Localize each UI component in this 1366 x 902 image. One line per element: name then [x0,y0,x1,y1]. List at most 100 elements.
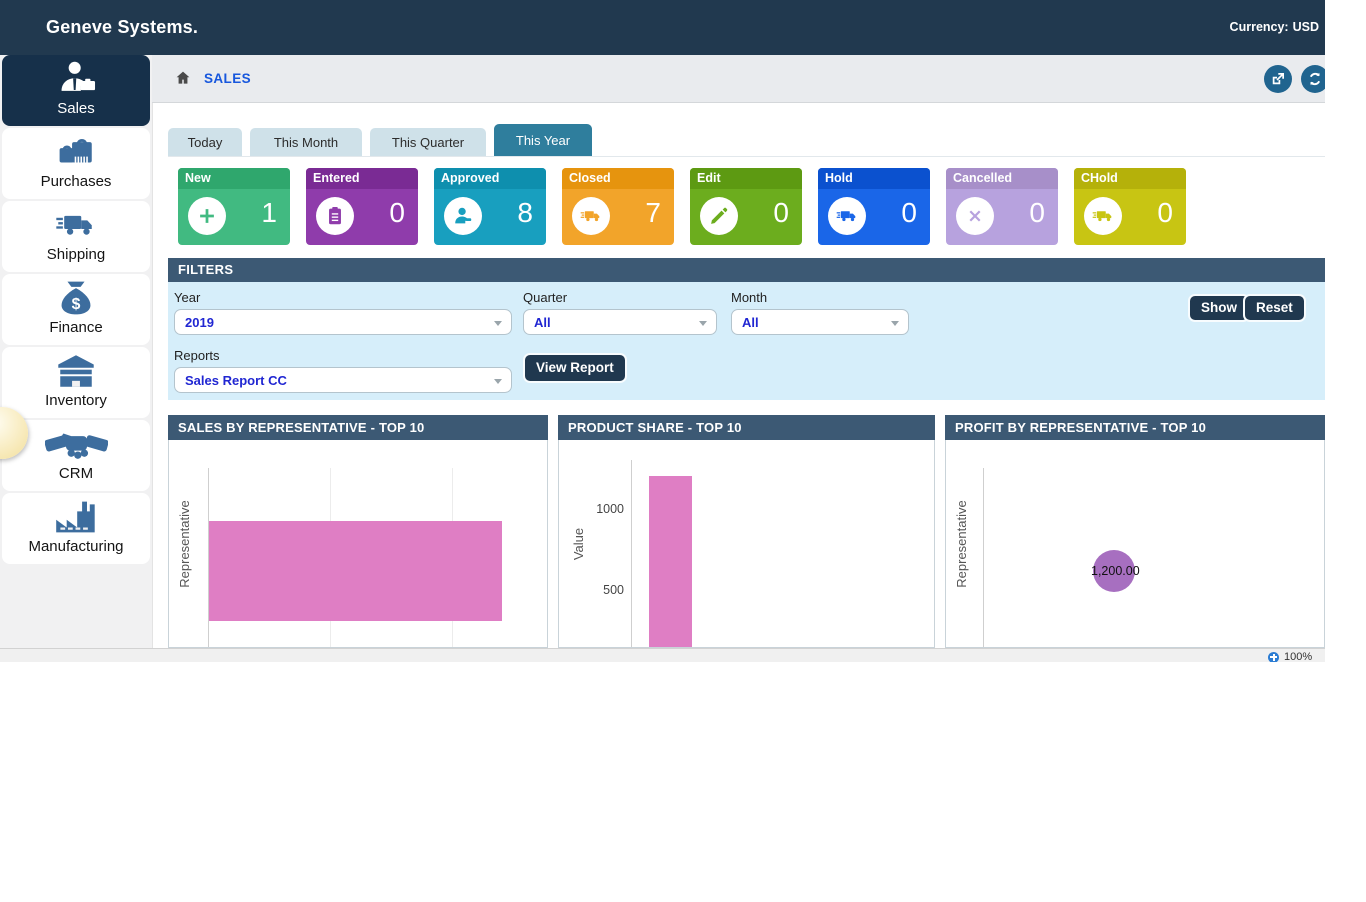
year-label: Year [174,290,201,305]
status-card-body: 0 [818,189,930,245]
status-card-label: CHold [1074,168,1186,189]
sidebar-item-label: CRM [58,465,94,482]
status-card-hold[interactable]: Hold 0 [818,168,930,245]
chart-panel-profit-by-representative: PROFIT BY REPRESENTATIVE - TOP 10 Repres… [945,415,1325,648]
sidebar-item-label: Purchases [40,173,112,190]
plus-icon [188,197,226,235]
profit-bubble[interactable] [1093,550,1135,592]
status-card-label: Cancelled [946,168,1058,189]
status-card-value: 8 [517,197,533,228]
y-axis-tick: 1000 [596,502,624,516]
zoom-icon [1268,651,1279,662]
status-card-value: 0 [773,197,789,228]
x-icon [956,197,994,235]
y-axis-tick: 500 [603,583,624,597]
sales-bar[interactable] [209,521,502,621]
status-card-new[interactable]: New 1 [178,168,290,245]
chevron-down-icon [891,321,899,326]
top-header: Geneve Systems. Currency: USD [0,0,1325,55]
month-dropdown-value: All [742,315,759,330]
refresh-button[interactable] [1301,65,1325,93]
status-card-body: 0 [1074,189,1186,245]
clipboard-icon [316,197,354,235]
status-card-entered[interactable]: Entered 0 [306,168,418,245]
warehouse-icon [2,350,150,392]
status-card-body: 0 [946,189,1058,245]
chevron-down-icon [494,321,502,326]
status-card-value: 0 [1157,197,1173,228]
time-range-tabs: Today This Month This Quarter This Year [168,124,592,157]
sidebar-item-inventory[interactable]: Inventory [2,347,150,418]
home-icon[interactable] [174,69,192,87]
status-card-value: 1 [261,197,277,228]
reports-dropdown-value: Sales Report CC [185,373,287,388]
sidebar-item-finance[interactable]: $ Finance [2,274,150,345]
status-card-label: Entered [306,168,418,189]
status-card-edit[interactable]: Edit 0 [690,168,802,245]
browser-status-bar: 100% [0,648,1325,662]
zoom-level: 100% [1284,651,1313,662]
y-axis-label: Value [571,527,586,560]
status-cards-row: New 1 Entered 0 Approved 8 Closed 7 Edit 0 Hold 0 Ca… [178,168,1186,245]
tabs-underline [168,156,1325,157]
truck-icon [2,204,150,246]
sidebar-item-label: Shipping [46,246,106,263]
status-card-closed[interactable]: Closed 7 [562,168,674,245]
app-title: Geneve Systems. [46,17,199,37]
month-dropdown[interactable]: All [731,309,909,335]
reset-button[interactable]: Reset [1243,294,1306,322]
chevron-down-icon [494,379,502,384]
sidebar-item-manufacturing[interactable]: Manufacturing [2,493,150,564]
show-button[interactable]: Show [1188,294,1250,322]
status-card-chold[interactable]: CHold 0 [1074,168,1186,245]
tab-today[interactable]: Today [168,128,242,157]
y-axis-line [208,468,209,647]
year-dropdown[interactable]: 2019 [174,309,512,335]
tab-this-year[interactable]: This Year [494,124,592,157]
y-axis-line [983,468,984,647]
sidebar-item-purchases[interactable]: Purchases [2,128,150,199]
status-card-value: 0 [901,197,917,228]
sidebar-item-label: Sales [57,100,95,117]
status-card-label: Hold [818,168,930,189]
reports-dropdown[interactable]: Sales Report CC [174,367,512,393]
quarter-dropdown-value: All [534,315,551,330]
y-axis-line [631,460,632,647]
currency-label: Currency: [1229,20,1289,34]
status-card-body: 7 [562,189,674,245]
status-card-approved[interactable]: Approved 8 [434,168,546,245]
sidebar-item-sales[interactable]: Sales [2,55,150,126]
y-axis-label: Representative [954,499,969,588]
chart-title: PROFIT BY REPRESENTATIVE - TOP 10 [945,415,1325,440]
breadcrumb-page: SALES [204,71,252,86]
status-card-value: 7 [645,197,661,228]
quarter-dropdown[interactable]: All [523,309,717,335]
status-card-label: Approved [434,168,546,189]
chart-title: PRODUCT SHARE - TOP 10 [558,415,935,440]
breadcrumb-bar: SALES [152,55,1325,103]
status-card-label: Closed [562,168,674,189]
year-dropdown-value: 2019 [185,315,214,330]
status-card-cancelled[interactable]: Cancelled 0 [946,168,1058,245]
status-card-body: 8 [434,189,546,245]
export-icon [1264,73,1292,97]
currency-value: USD [1292,20,1319,34]
view-report-button[interactable]: View Report [523,353,627,383]
tab-this-month[interactable]: This Month [250,128,362,157]
product-share-bar[interactable] [649,476,692,647]
sidebar-nav: Sales Purchases Shipping $ Finance Inventory C… [0,55,153,648]
chart-panel-sales-by-representative: SALES BY REPRESENTATIVE - TOP 10 Represe… [168,415,548,648]
tab-this-quarter[interactable]: This Quarter [370,128,486,157]
chart-title: SALES BY REPRESENTATIVE - TOP 10 [168,415,548,440]
status-card-value: 0 [389,197,405,228]
sidebar-item-shipping[interactable]: Shipping [2,201,150,272]
approver-icon [444,197,482,235]
export-button[interactable] [1264,65,1292,93]
sidebar-item-label: Finance [49,319,103,336]
filters-header: FILTERS [168,258,1325,282]
status-card-value: 0 [1029,197,1045,228]
app-window: Geneve Systems. Currency: USD Sales Purcha… [0,0,1325,662]
zoom-control[interactable]: 100% [1268,651,1312,662]
refresh-icon [1301,72,1325,97]
pencil-icon [700,197,738,235]
